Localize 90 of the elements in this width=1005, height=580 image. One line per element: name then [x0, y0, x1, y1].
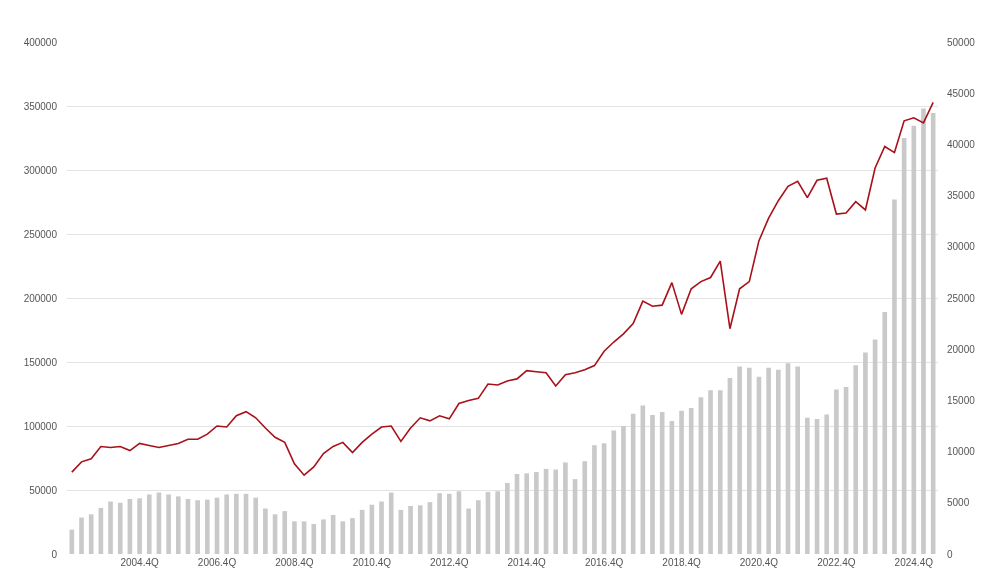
bar: [195, 500, 200, 554]
bar: [446, 493, 452, 554]
bar: [108, 501, 113, 554]
x-tick-label: 2014.4Q: [507, 557, 547, 568]
y-tick-label: 300000: [23, 164, 58, 176]
bar: [524, 473, 530, 554]
bar: [417, 505, 423, 554]
bar: [88, 514, 94, 554]
y2-tick-label: 5000: [947, 497, 970, 509]
bar: [146, 494, 152, 554]
bar: [475, 500, 481, 554]
bar: [717, 390, 723, 554]
bar: [679, 410, 684, 554]
y2-tick-label: 50000: [947, 36, 976, 48]
y2-tick-label: 10000: [947, 446, 976, 458]
bar: [534, 472, 539, 554]
y2-tick-label: 25000: [947, 292, 976, 304]
bar: [224, 494, 230, 554]
bar: [340, 521, 346, 554]
x-tick-label: 2022.4Q: [817, 557, 856, 568]
bar: [775, 369, 781, 554]
line-series: [71, 101, 934, 476]
bar: [853, 365, 859, 554]
bar: [408, 506, 413, 554]
bar: [659, 411, 665, 554]
bar: [795, 366, 800, 554]
bar: [621, 426, 626, 554]
x-tick-label: 2020.4Q: [739, 557, 779, 568]
bar: [282, 511, 288, 554]
bar: [708, 390, 713, 554]
bar: [292, 521, 297, 554]
bar: [592, 445, 597, 554]
bar: [863, 352, 868, 554]
y2-tick-label: 20000: [947, 343, 976, 355]
bar: [582, 461, 588, 554]
y2-tick-label: 15000: [947, 394, 976, 406]
bar: [79, 517, 84, 554]
bar: [911, 125, 917, 554]
y2-tick-label: 0: [947, 548, 953, 560]
y-tick-label: 100000: [23, 420, 58, 432]
bar: [321, 519, 326, 554]
bar: [234, 493, 239, 554]
y2-tick-label: 35000: [947, 190, 976, 202]
bar: [388, 492, 394, 554]
bar: [553, 469, 559, 554]
y-tick-label: 250000: [23, 228, 58, 240]
bar: [611, 430, 617, 554]
y-tick-label: 200000: [23, 292, 58, 304]
bar: [311, 523, 317, 554]
x-tick-label: 2012.4Q: [430, 557, 469, 568]
bar: [175, 496, 181, 554]
x-tick-label: 2006.4Q: [197, 557, 237, 568]
bar: [253, 497, 259, 554]
y2-tick-label: 40000: [947, 138, 976, 150]
x-tick-label: 2024.4Q: [894, 557, 934, 568]
bar: [892, 199, 897, 554]
y2-tick-label: 45000: [947, 87, 976, 99]
bar: [805, 417, 810, 554]
bar: [117, 502, 123, 554]
bar: [746, 367, 752, 554]
bar: [205, 499, 210, 554]
y-tick-label: 50000: [29, 484, 58, 496]
x-tick-label: 2004.4Q: [120, 557, 159, 568]
bar: [350, 518, 355, 554]
y-tick-label: 0: [51, 548, 58, 560]
bar: [137, 498, 142, 554]
x-tick-label: 2008.4Q: [275, 557, 314, 568]
bar: [650, 415, 655, 554]
bar: [495, 491, 500, 554]
bar: [466, 508, 471, 554]
bar: [737, 366, 742, 554]
x-tick-label: 2010.4Q: [352, 557, 392, 568]
y2-tick-label: 30000: [947, 241, 976, 253]
y-tick-label: 150000: [23, 356, 58, 368]
bar: [688, 408, 694, 554]
bar: [379, 501, 384, 554]
bar: [437, 493, 442, 554]
bar: [834, 389, 839, 554]
y-tick-label: 400000: [23, 36, 58, 48]
bar: [166, 494, 171, 554]
x-tick-label: 2018.4Q: [662, 557, 701, 568]
bar: [921, 108, 926, 554]
bar: [882, 312, 888, 554]
x-tick-label: 2016.4Q: [584, 557, 624, 568]
bar: [263, 508, 268, 554]
y-tick-label: 350000: [23, 100, 58, 112]
bar: [766, 367, 771, 554]
bar: [824, 414, 830, 554]
bar: [505, 482, 510, 554]
bar: [563, 462, 568, 554]
